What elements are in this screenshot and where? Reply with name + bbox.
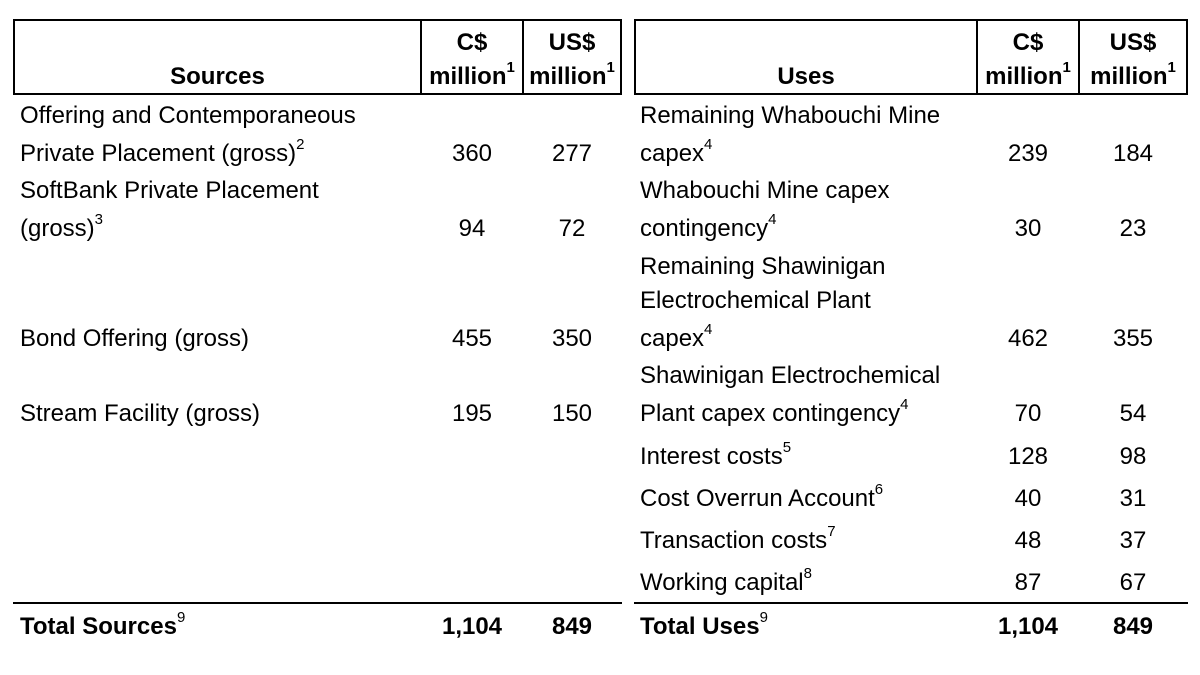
uses-row-usd-value: 23 (1119, 215, 1147, 242)
uses-row-label-line: capex4 (640, 321, 713, 352)
uses-header-border-bottom (634, 93, 1188, 95)
header-vline (522, 19, 524, 95)
uses-total-usd: 849 (1112, 613, 1154, 640)
sources-total-label: Total Sources9 (20, 609, 186, 640)
sources-row-usd-value: 150 (551, 400, 593, 427)
uses-row-label-line: Shawinigan Electrochemical (640, 362, 941, 389)
sources-total-rule (13, 602, 622, 604)
uses-total-cad: 1,104 (997, 613, 1059, 640)
uses-row-cad-value: 87 (1014, 569, 1042, 596)
uses-row-usd-value: 184 (1112, 140, 1154, 167)
uses-row-cad-value: 30 (1014, 215, 1042, 242)
uses-header-label: Uses (777, 63, 835, 90)
uses-row-label-line: Transaction costs7 (640, 523, 836, 554)
sources-row-label-line: SoftBank Private Placement (20, 177, 319, 204)
uses-usd-header-line1: US$ (1109, 29, 1157, 56)
sources-usd-header-line1: US$ (548, 29, 596, 56)
uses-cad-header-line2: million1 (985, 59, 1071, 90)
uses-row-cad-value: 48 (1014, 527, 1042, 554)
sources-cad-header-line2: million1 (429, 59, 515, 90)
header-vline (1186, 19, 1188, 95)
uses-row-label-line: Cost Overrun Account6 (640, 481, 884, 512)
sources-row-usd-value: 350 (551, 325, 593, 352)
sources-row-cad-value: 455 (451, 325, 493, 352)
uses-row-label-line: Interest costs5 (640, 439, 792, 470)
sources-header-border-top (13, 19, 622, 21)
uses-row-usd-value: 67 (1119, 569, 1147, 596)
sources-cad-header-line1: C$ (456, 29, 488, 56)
uses-row-usd-value: 355 (1112, 325, 1154, 352)
uses-total-label: Total Uses9 (640, 609, 768, 640)
sources-row-cad-value: 94 (458, 215, 486, 242)
uses-row-label-line: Electrochemical Plant (640, 287, 871, 314)
uses-usd-header-line2: million1 (1090, 59, 1176, 90)
header-vline (420, 19, 422, 95)
sources-row-label-line: Stream Facility (gross) (20, 400, 261, 427)
sources-row-cad-value: 360 (451, 140, 493, 167)
uses-row-cad-value: 40 (1014, 485, 1042, 512)
uses-row-label-line: Remaining Whabouchi Mine (640, 102, 941, 129)
sources-total-usd: 849 (551, 613, 593, 640)
uses-row-usd-value: 31 (1119, 485, 1147, 512)
uses-row-usd-value: 37 (1119, 527, 1147, 554)
uses-cad-header-line1: C$ (1012, 29, 1044, 56)
sources-header-label: Sources (170, 63, 265, 90)
uses-row-cad-value: 239 (1007, 140, 1049, 167)
uses-row-label-line: Working capital8 (640, 565, 812, 596)
uses-row-label-line: Remaining Shawinigan (640, 253, 886, 280)
header-vline (634, 19, 636, 95)
header-vline (620, 19, 622, 95)
uses-row-cad-value: 128 (1007, 443, 1049, 470)
sources-row-cad-value: 195 (451, 400, 493, 427)
uses-row-label-line: Plant capex contingency4 (640, 396, 909, 427)
sources-row-label-line: Offering and Contemporaneous (20, 102, 356, 129)
sources-usd-header-line2: million1 (529, 59, 615, 90)
sources-row-label-line: Private Placement (gross)2 (20, 136, 305, 167)
uses-row-usd-value: 54 (1119, 400, 1147, 427)
sources-row-usd-value: 277 (551, 140, 593, 167)
header-vline (1078, 19, 1080, 95)
uses-row-cad-value: 462 (1007, 325, 1049, 352)
uses-row-label-line: Whabouchi Mine capex (640, 177, 890, 204)
sources-row-usd-value: 72 (558, 215, 586, 242)
sources-total-cad: 1,104 (441, 613, 503, 640)
uses-total-rule (634, 602, 1188, 604)
uses-header-border-top (634, 19, 1188, 21)
header-vline (13, 19, 15, 95)
header-vline (976, 19, 978, 95)
sources-row-label-line: (gross)3 (20, 211, 104, 242)
uses-row-usd-value: 98 (1119, 443, 1147, 470)
uses-row-cad-value: 70 (1014, 400, 1042, 427)
uses-row-label-line: contingency4 (640, 211, 777, 242)
sources-row-label-line: Bond Offering (gross) (20, 325, 249, 352)
uses-row-label-line: capex4 (640, 136, 713, 167)
sources-header-border-bottom (13, 93, 622, 95)
